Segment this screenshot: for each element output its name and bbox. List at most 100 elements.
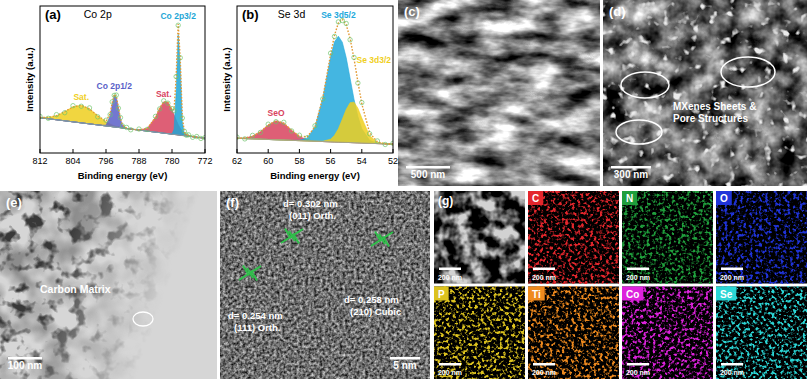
background bbox=[0, 0, 807, 379]
image-text: 200 nm bbox=[532, 369, 556, 376]
fit-envelope bbox=[237, 19, 393, 144]
x-tick-label: 52 bbox=[388, 156, 398, 166]
element-label-box bbox=[716, 287, 736, 301]
x-tick-label: 772 bbox=[197, 156, 212, 166]
hrtem-base bbox=[220, 191, 430, 379]
eds-base bbox=[716, 287, 807, 379]
image-text: Pore Structures bbox=[673, 113, 748, 124]
element-label: Se bbox=[720, 289, 733, 300]
x-tick bbox=[205, 149, 206, 153]
plot-area bbox=[237, 18, 393, 146]
plot-frame bbox=[40, 6, 205, 153]
raw-point bbox=[321, 97, 325, 101]
eds-map: 200 nm bbox=[434, 191, 525, 284]
lattice-fringe bbox=[293, 234, 299, 244]
raw-point bbox=[162, 99, 166, 103]
highlight-ellipse bbox=[616, 120, 662, 144]
eds-signal bbox=[716, 287, 807, 379]
image-text: (111) Orth. bbox=[234, 322, 280, 333]
scale-bar bbox=[533, 363, 555, 366]
sem-particles bbox=[603, 0, 807, 186]
eds-base bbox=[528, 191, 619, 284]
eds-signal bbox=[716, 191, 807, 284]
image-text: (210) Cubic bbox=[350, 306, 401, 317]
tem-matrix bbox=[0, 191, 217, 379]
raw-point bbox=[116, 106, 120, 110]
raw-point bbox=[360, 100, 364, 104]
fit-envelope bbox=[40, 24, 205, 138]
highlight-ellipse bbox=[721, 57, 775, 87]
eds-signal bbox=[528, 287, 619, 379]
raw-point bbox=[176, 23, 180, 27]
eds-map: Se 200 nm bbox=[716, 287, 807, 379]
x-tick bbox=[139, 149, 140, 153]
sem-base bbox=[603, 0, 807, 186]
xps-panel: 812804796788780772Binding energy (eV)Int… bbox=[24, 6, 213, 181]
x-tick-label: 54 bbox=[357, 156, 367, 166]
image-text: 200 nm bbox=[626, 274, 650, 281]
tem-particles bbox=[0, 191, 217, 379]
raw-point bbox=[180, 116, 184, 120]
scale-bar bbox=[439, 363, 461, 366]
eds-map: O200 nm bbox=[716, 191, 807, 284]
raw-point bbox=[104, 118, 108, 122]
lattice-line bbox=[239, 266, 261, 280]
element-label-box bbox=[528, 287, 545, 301]
raw-point bbox=[195, 134, 199, 138]
raw-point bbox=[250, 133, 254, 137]
x-tick-label: 56 bbox=[326, 156, 336, 166]
raw-point bbox=[63, 111, 67, 115]
image-text: 200 nm bbox=[720, 369, 744, 376]
raw-point bbox=[114, 93, 118, 97]
element-label: O bbox=[720, 193, 728, 204]
spectrum-title: Se 3d bbox=[278, 8, 306, 20]
element-label-box bbox=[622, 191, 637, 205]
y-axis-label: Intensity (a.u.) bbox=[221, 47, 232, 111]
image-text: (011) Orth. bbox=[289, 210, 336, 221]
x-tick-label: 62 bbox=[232, 156, 242, 166]
component-peak bbox=[237, 102, 393, 144]
figure: 812804796788780772Binding energy (eV)Int… bbox=[0, 0, 807, 379]
xps-panel: 626058565452Binding energy (eV)Intensity… bbox=[221, 6, 398, 181]
x-tick-label: 780 bbox=[164, 156, 179, 166]
element-label-box bbox=[622, 287, 643, 301]
raw-point bbox=[313, 124, 317, 128]
element-label: N bbox=[626, 193, 633, 204]
raw-point bbox=[266, 122, 270, 126]
element-label-box bbox=[434, 287, 449, 301]
highlight-ellipse bbox=[133, 312, 153, 326]
raw-point bbox=[124, 125, 128, 129]
component-peak bbox=[237, 36, 393, 144]
y-axis-label: Intensity (a.u.) bbox=[24, 47, 35, 111]
panel-label: (d) bbox=[609, 4, 626, 19]
lattice-fringe bbox=[251, 271, 257, 281]
image-panel: 200 nmC200 nmN200 nmO200 nmP200 nmTi200 … bbox=[434, 191, 807, 379]
raw-point bbox=[328, 51, 332, 55]
x-tick bbox=[172, 149, 173, 153]
tem-background bbox=[0, 191, 217, 379]
raw-point bbox=[153, 114, 157, 118]
raw-point bbox=[258, 130, 262, 134]
raw-point bbox=[172, 108, 176, 112]
highlight-ellipse bbox=[621, 72, 669, 98]
lattice-marker bbox=[281, 228, 303, 243]
x-tick-label: 812 bbox=[32, 156, 47, 166]
image-text: 200 nm bbox=[532, 274, 556, 281]
lattice-fringe bbox=[383, 237, 389, 247]
x-tick bbox=[237, 149, 238, 153]
lattice-marker bbox=[371, 231, 393, 246]
image-panel: (c)500 nm bbox=[398, 0, 600, 186]
x-tick bbox=[330, 149, 331, 153]
raw-point bbox=[110, 100, 114, 104]
image-text: 200 nm bbox=[438, 369, 462, 376]
x-tick-label: 788 bbox=[131, 156, 146, 166]
image-text: 200 nm bbox=[626, 369, 650, 376]
raw-point bbox=[190, 135, 194, 139]
x-tick bbox=[73, 149, 74, 153]
raw-point bbox=[332, 34, 336, 38]
raw-point bbox=[87, 106, 91, 110]
element-label: Ti bbox=[532, 289, 541, 300]
raw-point bbox=[282, 120, 286, 124]
x-tick-label: 60 bbox=[263, 156, 273, 166]
background-line bbox=[40, 118, 205, 139]
